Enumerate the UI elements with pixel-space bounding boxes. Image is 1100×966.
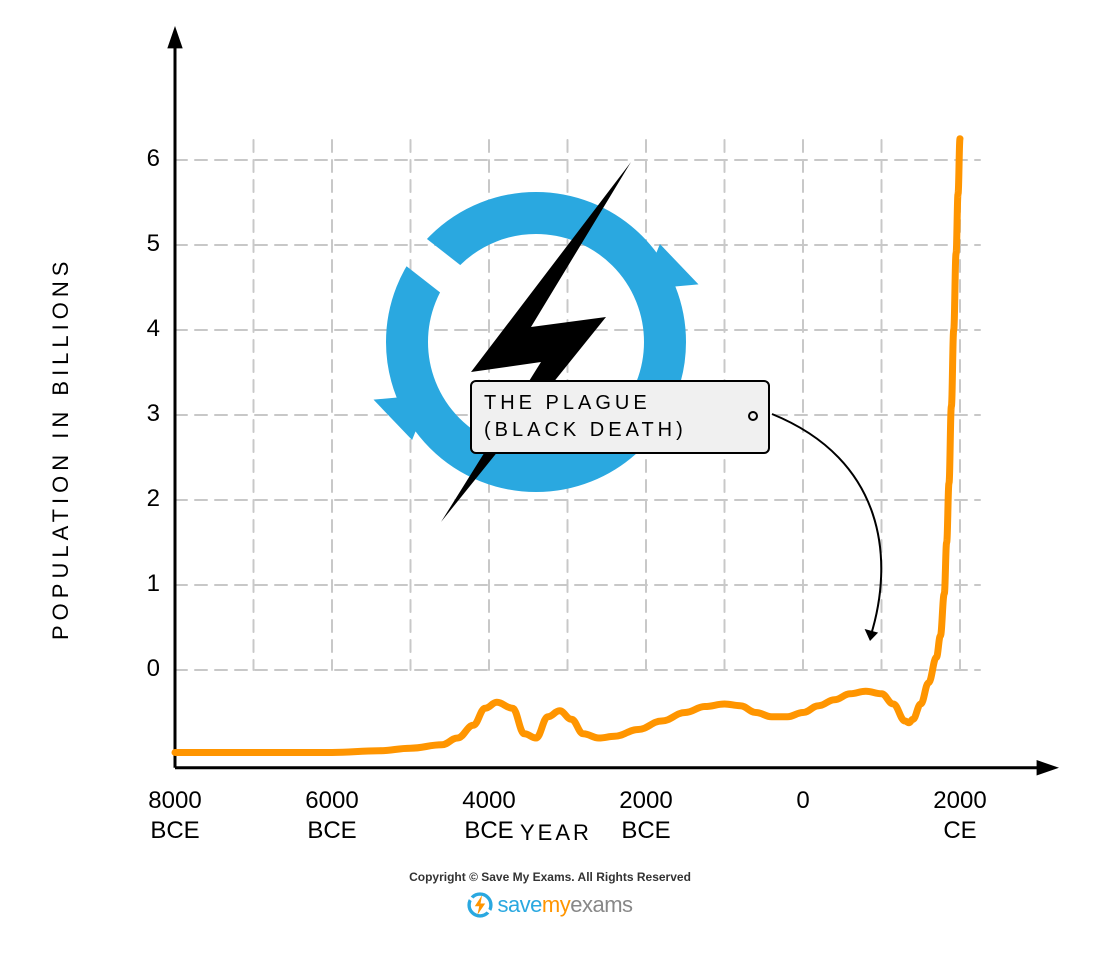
x-tick-label: 0 xyxy=(753,786,853,816)
y-tick-label: 6 xyxy=(120,145,160,173)
y-tick-label: 0 xyxy=(120,655,160,683)
y-axis-label: POPULATION IN BILLIONS xyxy=(48,257,74,640)
footer-logo-text1: save xyxy=(497,892,541,917)
x-tick-label: 6000BCE xyxy=(282,786,382,846)
footer-logo-text2: my xyxy=(542,892,570,917)
annotation-tag-hole xyxy=(748,411,758,421)
annotation-plague-tag: THE PLAGUE (BLACK DEATH) xyxy=(470,380,770,454)
watermark-logo xyxy=(368,162,704,522)
footer-logo: savemyexams xyxy=(0,892,1100,923)
x-tick-label: 2000CE xyxy=(910,786,1010,846)
copyright-text: Copyright © Save My Exams. All Rights Re… xyxy=(0,870,1100,884)
y-tick-label: 3 xyxy=(120,400,160,428)
annotation-arrow xyxy=(772,414,881,638)
x-tick-label: 2000BCE xyxy=(596,786,696,846)
annotation-line2: (BLACK DEATH) xyxy=(484,419,687,441)
y-tick-label: 5 xyxy=(120,230,160,258)
footer-logo-text3: exams xyxy=(570,892,632,917)
y-tick-label: 2 xyxy=(120,485,160,513)
x-tick-label: 8000BCE xyxy=(125,786,225,846)
annotation-line1: THE PLAGUE xyxy=(484,392,651,414)
y-tick-label: 4 xyxy=(120,315,160,343)
population-chart: POPULATION IN BILLIONS YEAR THE PLAGUE (… xyxy=(0,0,1100,961)
y-tick-label: 1 xyxy=(120,570,160,598)
footer-logo-icon xyxy=(467,892,493,923)
x-tick-label: 4000BCE xyxy=(439,786,539,846)
